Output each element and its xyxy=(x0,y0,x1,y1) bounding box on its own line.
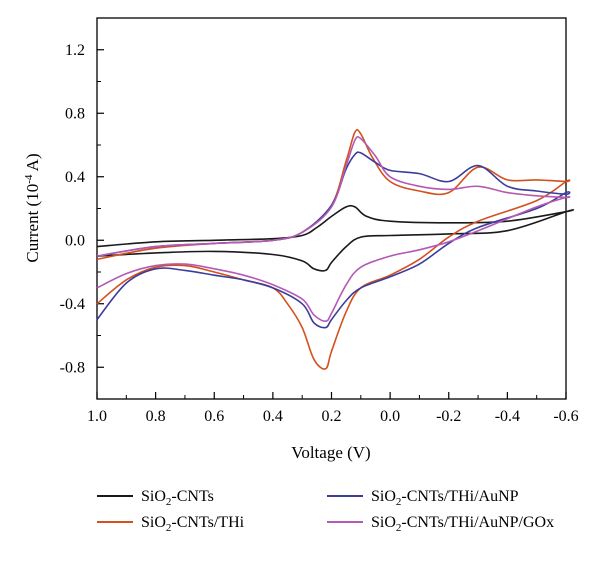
x-tick-label: 1.0 xyxy=(87,408,107,425)
y-tick-label: 0.4 xyxy=(65,169,85,186)
x-tick-label: -0.6 xyxy=(553,408,578,425)
series-line-3 xyxy=(96,151,571,329)
x-tick-label: 0.0 xyxy=(380,408,400,425)
y-axis-title-main: Current (10 xyxy=(23,184,42,263)
x-tick-label: 0.6 xyxy=(204,408,224,425)
y-tick-label: -0.8 xyxy=(60,359,85,376)
tick-layer: 1.0 0.8 0.6 0.4 0.2 0.0 -0.2 -0.4 -0.6 -0.8 -0.4 0.… xyxy=(60,17,579,425)
series-line-2 xyxy=(96,128,571,370)
y-axis-title-unit: A) xyxy=(23,153,42,174)
plot-frame xyxy=(96,17,567,400)
y-tick-label: -0.4 xyxy=(60,296,85,313)
x-tick-label: 0.4 xyxy=(263,408,283,425)
x-tick-label: -0.4 xyxy=(495,408,520,425)
legend-label-1: SiO2-CNTs xyxy=(141,488,214,508)
series-line-4 xyxy=(96,135,571,323)
x-axis-title: Voltage (V) xyxy=(291,443,370,462)
legend: SiO2-CNTs SiO2-CNTs/THi SiO2-CNTs/THi/AuNP… xyxy=(97,488,554,534)
x-tick-label: 0.8 xyxy=(146,408,166,425)
x-tick-label: -0.2 xyxy=(436,408,461,425)
y-tick-label: 0.0 xyxy=(65,232,85,249)
y-axis-title: Current (10-4 A) xyxy=(23,153,42,262)
series-line-1 xyxy=(96,204,575,272)
y-tick-label: 1.2 xyxy=(65,42,85,59)
legend-label-4: SiO2-CNTs/THi/AuNP/GOx xyxy=(371,514,554,534)
y-tick-label: 0.8 xyxy=(65,105,85,122)
y-axis-title-exponent: -4 xyxy=(23,174,35,184)
legend-label-3: SiO2-CNTs/THi/AuNP xyxy=(371,488,519,508)
legend-label-2: SiO2-CNTs/THi xyxy=(141,514,245,534)
x-tick-label: 0.2 xyxy=(322,408,342,425)
series-layer xyxy=(96,128,575,370)
